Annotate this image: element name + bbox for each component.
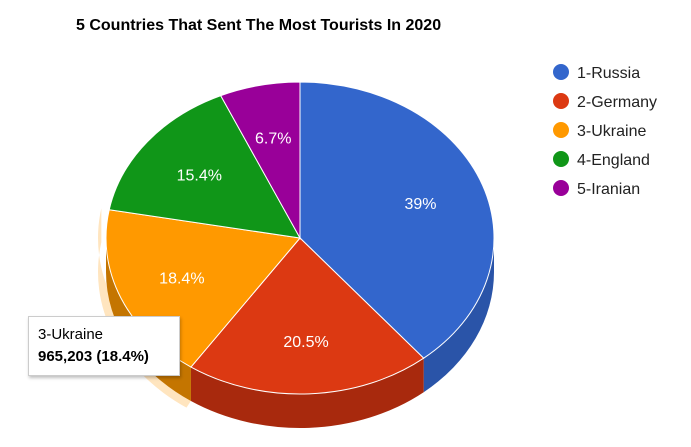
slice-side-2 (190, 358, 424, 428)
legend-label-2[interactable]: 2-Germany (577, 94, 657, 111)
tooltip: 3-Ukraine 965,203 (18.4%) (28, 316, 180, 376)
legend-label-1[interactable]: 1-Russia (577, 65, 640, 82)
legend-label-3[interactable]: 3-Ukraine (577, 123, 646, 140)
tooltip-value: 965,203 (18.4%) (38, 348, 149, 365)
legend-swatch-5[interactable] (553, 180, 569, 196)
pie-slice-4[interactable] (108, 95, 301, 239)
slice-side-1 (423, 238, 494, 393)
pie-slice-2[interactable] (190, 237, 425, 395)
pie-slice-1[interactable] (299, 81, 495, 359)
slice-label-5: 6.7% (255, 130, 291, 147)
legend-label-4[interactable]: 4-England (577, 152, 650, 169)
legend-swatch-2[interactable] (553, 93, 569, 109)
slice-label-4: 15.4% (177, 167, 222, 184)
legend: 1-Russia 2-Germany 3-Ukraine 4-England 5-Ira… (553, 64, 657, 198)
chart-title: 5 Countries That Sent The Most Tourists … (76, 17, 441, 34)
legend-swatch-3[interactable] (553, 122, 569, 138)
slice-label-3: 18.4% (159, 271, 204, 288)
pie-group: 39% 20.5% 18.4% 15.4% 6.7% (97, 81, 495, 428)
legend-swatch-1[interactable] (553, 64, 569, 80)
tooltip-name: 3-Ukraine (38, 326, 104, 343)
slice-label-2: 20.5% (283, 334, 328, 351)
slice-label-1: 39% (404, 196, 436, 213)
legend-swatch-4[interactable] (553, 151, 569, 167)
pie-slice-5[interactable] (219, 81, 301, 240)
legend-label-5[interactable]: 5-Iranian (577, 181, 640, 198)
